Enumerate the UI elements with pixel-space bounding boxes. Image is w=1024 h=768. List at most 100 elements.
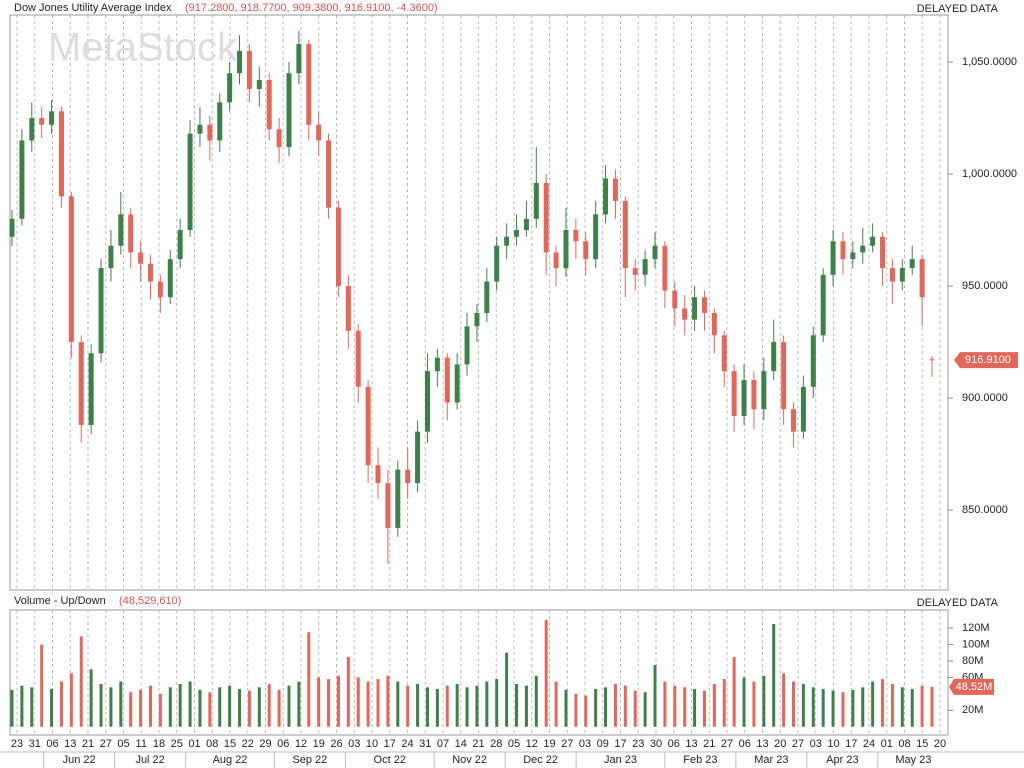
x-tick-label: 12 — [295, 738, 307, 750]
candle-body — [256, 79, 262, 89]
x-tick-label: 08 — [206, 738, 218, 750]
volume-bar — [89, 669, 93, 727]
candle-body — [276, 129, 282, 148]
x-tick-label: 21 — [472, 738, 484, 750]
volume-bar — [910, 688, 914, 727]
candle-body — [385, 483, 391, 528]
candle-body — [365, 386, 371, 466]
candle-body — [622, 200, 628, 269]
candle-body — [227, 73, 233, 103]
candle-body — [157, 281, 163, 298]
volume-bar — [544, 619, 548, 727]
candle-body — [118, 214, 124, 246]
volume-bar — [683, 687, 687, 727]
candle-body — [197, 124, 203, 134]
x-tick-label: 01 — [881, 738, 893, 750]
x-tick-label: 31 — [419, 738, 431, 750]
candle-body — [326, 140, 332, 208]
candle-body — [464, 326, 470, 365]
candle-body — [850, 252, 856, 260]
x-tick-label: 03 — [348, 738, 360, 750]
volume-bar — [148, 685, 152, 727]
volume-bar — [59, 681, 63, 727]
volume-bar — [673, 685, 677, 727]
candle-body — [543, 182, 549, 253]
x-tick-label: 15 — [916, 738, 928, 750]
x-tick-label: 08 — [898, 738, 910, 750]
volume-bar — [584, 695, 588, 727]
volume-bar — [386, 675, 390, 727]
month-label: Jan 23 — [604, 754, 637, 766]
volume-bar — [801, 684, 805, 727]
price-summary: (917.2800, 918.7700, 909.3800, 916.9100,… — [185, 2, 438, 14]
delayed-note: DELAYED DATA — [917, 3, 999, 15]
volume-bar — [109, 687, 113, 727]
volume-bar — [574, 693, 578, 727]
volume-bar — [841, 692, 845, 727]
x-tick-label: 30 — [650, 738, 662, 750]
candle-body — [19, 140, 25, 219]
month-label: Oct 22 — [374, 754, 406, 766]
volume-bar — [831, 690, 835, 727]
candle-body — [147, 263, 153, 282]
x-tick-label: 05 — [117, 738, 129, 750]
y-tick-label: 1,050.0000 — [962, 56, 1017, 68]
candle-body — [593, 214, 599, 260]
month-label: Nov 22 — [452, 754, 487, 766]
candle-body — [415, 431, 421, 484]
volume-bar — [139, 689, 143, 727]
volume-bar — [505, 652, 509, 727]
y-tick-label: 900.0000 — [962, 392, 1008, 404]
volume-bar — [554, 681, 558, 727]
x-tick-label: 17 — [614, 738, 626, 750]
x-tick-label: 21 — [82, 738, 94, 750]
candle-body — [603, 178, 609, 215]
candle-body — [375, 465, 381, 484]
volume-bar — [129, 692, 133, 727]
volume-bar — [79, 636, 83, 727]
candle-body — [246, 50, 252, 89]
x-tick-label: 10 — [366, 738, 378, 750]
volume-bar — [851, 689, 855, 727]
candle-body — [405, 469, 411, 484]
y-tick-label: 1,000.0000 — [962, 168, 1017, 180]
x-tick-label: 12 — [526, 738, 538, 750]
volume-bar — [613, 684, 617, 727]
volume-bar — [208, 692, 212, 727]
candle-body — [771, 342, 777, 372]
candle-body — [830, 241, 836, 275]
y-tick-label: 850.0000 — [962, 504, 1008, 516]
candle-body — [563, 230, 569, 269]
volume-bar — [861, 687, 865, 727]
month-label: Feb 23 — [683, 754, 717, 766]
y-tick-label: 100M — [962, 638, 990, 650]
volume-bar — [238, 688, 242, 727]
volume-bar — [762, 675, 766, 727]
x-tick-label: 22 — [242, 738, 254, 750]
month-label: Jul 22 — [135, 754, 164, 766]
x-tick-label: 03 — [810, 738, 822, 750]
volume-bar — [356, 677, 360, 727]
candle-body — [682, 308, 688, 320]
volume-bar — [495, 679, 499, 727]
volume-bar — [782, 673, 786, 727]
candle-body — [237, 50, 243, 74]
month-label: Apr 23 — [826, 754, 858, 766]
candle-body — [484, 281, 490, 313]
volume-bar — [317, 677, 321, 727]
candle-body — [49, 111, 55, 125]
candle-body — [672, 290, 678, 309]
x-tick-label: 27 — [100, 738, 112, 750]
volume-frame — [9, 609, 949, 736]
candle-body — [187, 133, 193, 231]
volume-bar — [653, 665, 657, 727]
volume-bar — [712, 684, 716, 727]
candle-body — [434, 357, 440, 372]
volume-bar — [920, 685, 924, 727]
volume-bar — [297, 681, 301, 727]
month-label: Jun 22 — [63, 754, 96, 766]
candle-body — [701, 297, 707, 313]
volume-bar — [99, 684, 103, 727]
